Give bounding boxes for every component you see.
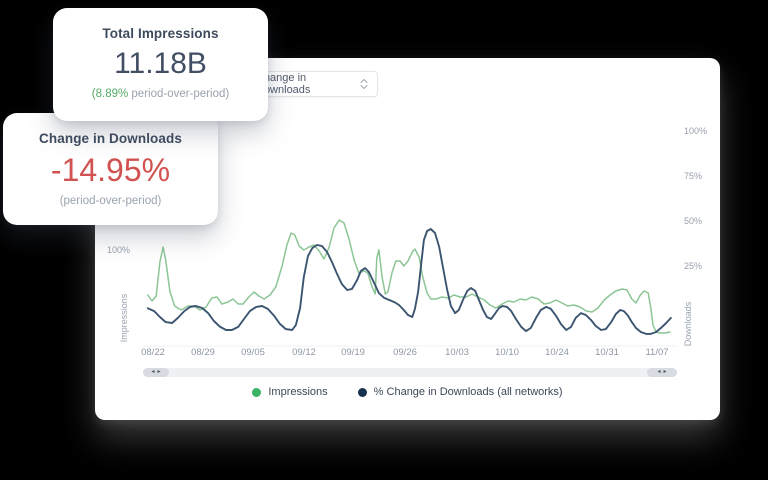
kpi-delta-percent: (8.89% <box>91 88 129 100</box>
series-line-impressions <box>147 219 671 334</box>
chart-scrollbar[interactable]: ◂ ▸ ◂ ▸ <box>143 368 677 377</box>
kpi-value: 11.18B <box>114 47 207 80</box>
x-axis-tick-09-12: 09/12 <box>292 347 316 358</box>
series-line-change-in-downloads-all-networks <box>146 228 672 335</box>
x-axis-tick-10-10: 10/10 <box>495 347 519 358</box>
x-axis-tick-09-19: 09/19 <box>341 347 365 358</box>
scroll-right-arrow-icon[interactable]: ▸ <box>663 369 667 375</box>
kpi-delta: (8.89% period-over-period) <box>53 88 268 100</box>
select-stepper-icon <box>360 78 368 90</box>
x-axis-tick-10-31: 10/31 <box>595 347 619 358</box>
scrollbar-left-buttons[interactable]: ◂ ▸ <box>143 368 169 377</box>
kpi-delta-caption: period-over-period) <box>128 88 230 100</box>
right-axis-tick-25: 25% <box>684 261 703 271</box>
x-axis-tick-10-03: 10/03 <box>445 347 469 358</box>
right-axis-tick-50: 50% <box>684 216 703 226</box>
kpi-card-change-in-downloads: Change in Downloads -14.95% (period-over… <box>3 113 218 225</box>
x-axis-tick-10-24: 10/24 <box>545 347 569 358</box>
legend-marker-icon <box>357 387 367 397</box>
x-axis-tick-09-05: 09/05 <box>241 347 265 358</box>
kpi-value: -14.95% <box>50 152 171 188</box>
x-axis-tick-08-29: 08/29 <box>191 347 215 358</box>
metric-select[interactable]: Change in Downloads <box>246 71 378 97</box>
x-axis-tick-11-07: 11/07 <box>645 347 669 358</box>
kpi-card-total-impressions: Total Impressions 11.18B (8.89% period-o… <box>53 8 268 121</box>
scrollbar-right-buttons[interactable]: ◂ ▸ <box>647 368 677 377</box>
chart-legend: Impressions % Change in Downloads (all ne… <box>95 386 720 398</box>
legend-label: % Change in Downloads (all networks) <box>373 386 563 398</box>
left-axis-tick-100: 100% <box>106 245 130 255</box>
scroll-left-arrow-icon[interactable]: ◂ <box>657 369 661 375</box>
kpi-title: Total Impressions <box>102 26 219 41</box>
x-axis-tick-08-22: 08/22 <box>141 347 165 358</box>
legend-label: Impressions <box>268 386 328 398</box>
scroll-left-arrow-icon[interactable]: ◂ <box>151 369 155 375</box>
kpi-title: Change in Downloads <box>39 131 182 146</box>
metric-select-value: Change in Downloads <box>256 72 311 96</box>
legend-item-change-in-downloads-all-networks[interactable]: % Change in Downloads (all networks) <box>357 386 563 398</box>
left-axis-title: Impressions <box>119 293 129 343</box>
kpi-caption: (period-over-period) <box>59 195 162 207</box>
right-axis-tick-75: 75% <box>684 171 703 181</box>
legend-item-impressions[interactable]: Impressions <box>252 386 328 398</box>
right-axis-title: Downloads <box>683 301 693 347</box>
legend-marker-icon <box>252 387 262 397</box>
x-axis-tick-09-26: 09/26 <box>393 347 417 358</box>
scroll-right-arrow-icon[interactable]: ▸ <box>157 369 161 375</box>
right-axis-tick-100: 100% <box>684 126 708 136</box>
